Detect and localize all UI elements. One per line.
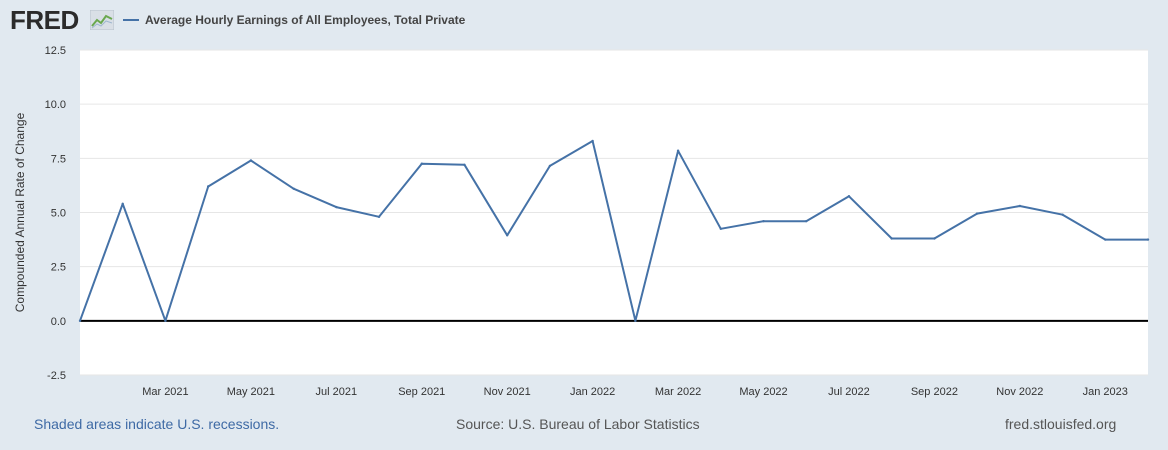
legend-label: Average Hourly Earnings of All Employees…	[145, 13, 466, 27]
y-axis-ticks: 12.5 10.0 7.5 5.0 2.5 0.0 -2.5	[45, 45, 66, 382]
data-point[interactable]	[206, 185, 210, 188]
y-axis-title: Compounded Annual Rate of Change	[13, 112, 27, 312]
y-tick-label: 10.0	[45, 99, 66, 111]
data-point[interactable]	[463, 163, 466, 167]
y-tick-label: 7.5	[51, 153, 66, 165]
data-point[interactable]	[847, 195, 851, 198]
x-tick-label: May 2021	[227, 386, 275, 398]
y-tick-label: 0.0	[51, 316, 66, 328]
x-tick-label: Jan 2022	[570, 386, 615, 398]
data-point[interactable]	[1146, 238, 1150, 241]
data-point[interactable]	[420, 162, 423, 165]
x-tick-label: Nov 2022	[996, 386, 1043, 398]
data-point[interactable]	[506, 234, 509, 237]
data-point[interactable]	[548, 164, 552, 168]
y-tick-label: 5.0	[51, 208, 66, 220]
data-point[interactable]	[335, 205, 338, 209]
gridlines	[80, 49, 1148, 376]
x-tick-label: Jan 2023	[1083, 386, 1128, 398]
data-point[interactable]	[762, 219, 765, 223]
series-points	[78, 139, 1150, 323]
data-point[interactable]	[121, 202, 124, 206]
data-point[interactable]	[377, 215, 381, 219]
x-axis-ticks: Mar 2021 May 2021 Jul 2021 Sep 2021 Nov 2021…	[142, 386, 1128, 398]
y-tick-label: 2.5	[51, 262, 66, 274]
series-line[interactable]	[79, 140, 1148, 322]
data-point[interactable]	[1061, 213, 1064, 216]
data-point[interactable]	[1104, 238, 1107, 241]
chart-footer: Shaded areas indicate U.S. recessions. S…	[0, 412, 1168, 438]
chart-header: FRED Average Hourly Earnings of All Empl…	[0, 0, 1168, 40]
data-point[interactable]	[78, 319, 82, 323]
data-point[interactable]	[292, 187, 295, 190]
x-tick-label: Jul 2021	[316, 386, 358, 398]
x-tick-label: Nov 2021	[484, 386, 531, 398]
x-tick-label: Mar 2022	[655, 386, 701, 398]
x-tick-label: Sep 2021	[398, 386, 445, 398]
data-point[interactable]	[890, 237, 893, 240]
legend-swatch	[123, 19, 139, 21]
x-tick-label: Jul 2022	[828, 386, 870, 398]
x-tick-label: Sep 2022	[911, 386, 958, 398]
source-note: Source: U.S. Bureau of Labor Statistics	[456, 416, 700, 432]
y-tick-label: 12.5	[45, 45, 66, 57]
data-point[interactable]	[719, 227, 722, 230]
line-chart: 12.5 10.0 7.5 5.0 2.5 0.0 -2.5 Mar 2021 May 202…	[13, 45, 1150, 398]
recessions-link[interactable]: Shaded areas indicate U.S. recessions.	[34, 416, 280, 432]
x-tick-label: May 2022	[739, 386, 787, 398]
data-point[interactable]	[249, 159, 253, 162]
data-point[interactable]	[676, 149, 680, 152]
chart-legend[interactable]: Average Hourly Earnings of All Employees…	[123, 11, 465, 29]
data-point[interactable]	[1018, 204, 1022, 208]
data-point[interactable]	[634, 319, 637, 323]
data-point[interactable]	[164, 319, 167, 323]
fred-logo[interactable]: FRED	[10, 5, 79, 35]
data-point[interactable]	[805, 219, 808, 223]
chart-line-icon	[90, 10, 114, 30]
x-tick-label: Mar 2021	[142, 386, 188, 398]
data-point[interactable]	[933, 237, 936, 240]
site-link[interactable]: fred.stlouisfed.org	[1005, 416, 1117, 432]
data-point[interactable]	[591, 139, 594, 143]
data-point[interactable]	[975, 212, 979, 215]
y-tick-label: -2.5	[47, 370, 66, 382]
